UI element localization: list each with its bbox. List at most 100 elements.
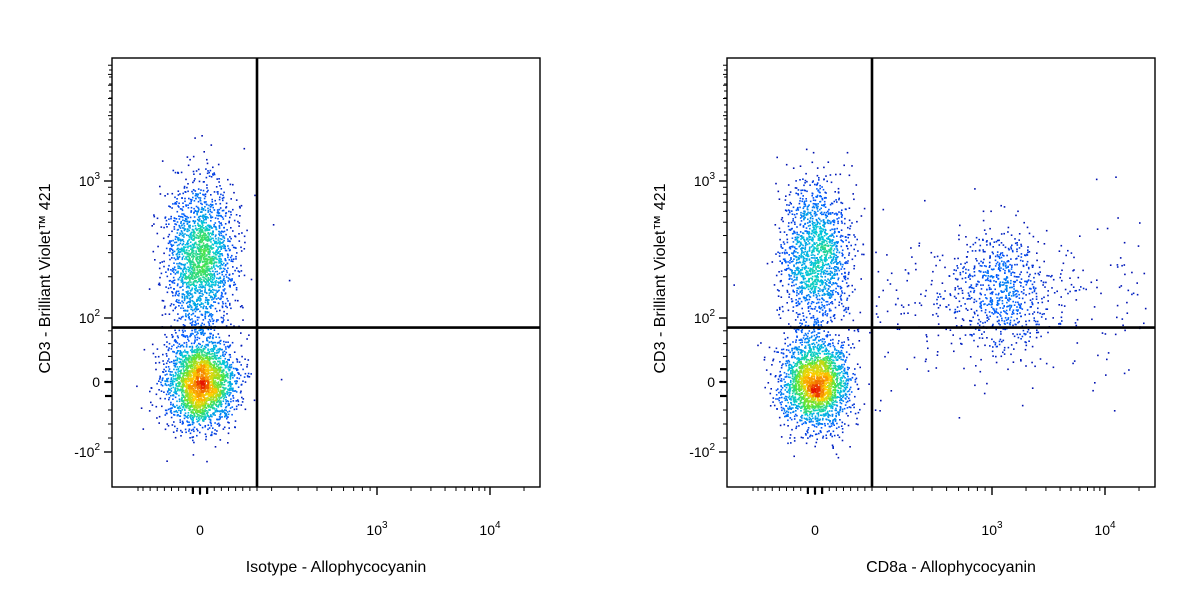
event-point <box>166 341 168 343</box>
event-point <box>244 408 247 411</box>
event-point <box>196 339 198 341</box>
event-point <box>210 384 213 386</box>
event-point <box>177 345 180 348</box>
event-point <box>215 385 217 388</box>
event-point <box>989 227 991 230</box>
event-point <box>984 344 986 347</box>
event-point <box>215 433 217 435</box>
event-point <box>180 371 182 373</box>
event-point <box>196 243 198 246</box>
event-point <box>220 366 223 369</box>
event-point <box>173 262 175 264</box>
event-point <box>215 401 218 404</box>
event-point <box>190 334 192 336</box>
event-point <box>235 405 238 408</box>
event-point <box>193 324 195 326</box>
event-point <box>208 359 210 362</box>
event-point <box>215 234 217 236</box>
event-point <box>227 267 229 270</box>
event-point <box>205 402 207 405</box>
event-point <box>194 302 196 305</box>
event-point <box>221 374 223 376</box>
event-point <box>219 265 222 267</box>
event-point <box>208 171 210 174</box>
event-point <box>210 398 212 400</box>
event-point <box>232 397 235 399</box>
event-point <box>974 384 976 387</box>
event-point <box>194 178 196 180</box>
event-point <box>180 388 182 391</box>
event-point <box>194 220 197 222</box>
event-point <box>193 359 196 361</box>
event-point <box>211 400 213 403</box>
event-point <box>204 360 206 362</box>
event-point <box>225 405 228 408</box>
event-point <box>199 300 201 302</box>
event-point <box>172 239 174 242</box>
event-point <box>191 354 194 356</box>
event-point <box>196 403 198 406</box>
event-point <box>199 281 202 283</box>
event-point <box>211 243 214 245</box>
event-point <box>192 189 195 191</box>
event-point <box>207 348 209 350</box>
event-point <box>242 380 244 382</box>
event-point <box>186 362 188 365</box>
event-point <box>178 305 180 307</box>
event-point <box>218 403 220 406</box>
event-point <box>234 235 237 238</box>
event-point <box>198 349 200 351</box>
event-point <box>222 320 224 323</box>
event-point <box>177 190 180 192</box>
event-point <box>1092 389 1094 392</box>
event-point <box>188 250 190 252</box>
event-point <box>1073 269 1075 271</box>
event-point <box>203 332 205 335</box>
event-point <box>212 237 214 240</box>
event-point <box>204 249 206 252</box>
event-point <box>1123 264 1126 266</box>
event-point <box>198 384 201 386</box>
event-point <box>170 286 172 289</box>
event-point <box>220 267 222 270</box>
event-point <box>207 369 209 371</box>
event-point <box>211 391 214 393</box>
event-point <box>164 409 167 412</box>
event-point <box>205 384 208 386</box>
event-point <box>197 290 199 293</box>
event-point <box>172 375 175 377</box>
event-point <box>211 275 214 277</box>
event-point <box>186 351 189 353</box>
event-point <box>193 275 196 278</box>
event-point <box>181 304 183 307</box>
event-point <box>188 229 191 232</box>
event-point <box>186 385 188 387</box>
event-point <box>181 235 184 237</box>
event-point <box>219 282 222 284</box>
event-point <box>198 284 201 286</box>
event-point <box>199 249 201 252</box>
event-point <box>969 356 972 358</box>
event-point <box>193 239 195 241</box>
event-point <box>186 383 189 386</box>
event-point <box>174 307 176 310</box>
event-point <box>224 374 227 377</box>
event-point <box>233 351 236 353</box>
event-point <box>214 240 216 243</box>
y-tick-label: 103 <box>79 171 101 189</box>
event-point <box>207 328 210 331</box>
event-point <box>764 386 766 389</box>
event-point <box>272 224 275 226</box>
event-point <box>148 288 151 290</box>
event-point <box>176 255 179 258</box>
event-point <box>184 398 186 400</box>
event-point <box>192 388 195 390</box>
event-point <box>224 392 226 395</box>
event-point <box>215 363 218 366</box>
event-point <box>219 257 221 260</box>
event-point <box>213 354 216 357</box>
event-point <box>198 240 200 243</box>
event-point <box>217 163 220 166</box>
event-point <box>190 402 192 404</box>
event-point <box>173 303 175 306</box>
